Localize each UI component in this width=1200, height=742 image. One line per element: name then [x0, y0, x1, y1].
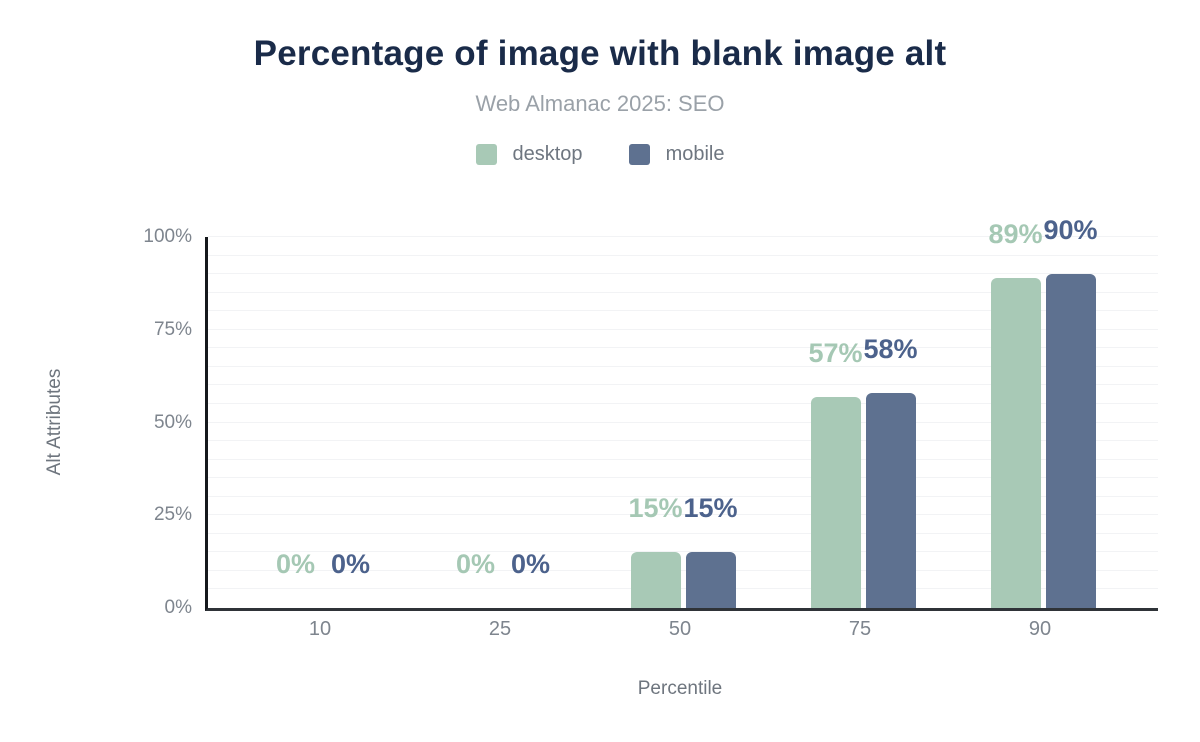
x-tick-label: 25 [488, 618, 512, 640]
bar-mobile-p50[interactable] [685, 552, 736, 608]
gridline [208, 365, 1158, 367]
bar-value-label-mobile-p75: 58% [863, 333, 918, 364]
bar-value-label-mobile-p50: 15% [683, 493, 738, 524]
legend-swatch-desktop [475, 144, 497, 165]
gridline [208, 384, 1158, 386]
gridline [208, 402, 1158, 404]
y-tick-label: 75% [153, 318, 192, 340]
gridline [208, 347, 1158, 349]
gridline [208, 551, 1158, 553]
bar-desktop-p50[interactable] [630, 552, 681, 608]
bar-value-label-mobile-p10: 0% [330, 549, 371, 579]
bar-value-label-desktop-p25: 0% [455, 549, 496, 579]
gridline [208, 421, 1158, 423]
bar-value-label-desktop-p75: 57% [808, 337, 863, 368]
bar-value-label-desktop-p10: 0% [275, 549, 316, 579]
legend-label-mobile: mobile [665, 143, 725, 165]
plot-area: 0% 0% 0% 0% 15% 15% 57% 58% 89% 90% [205, 217, 1158, 611]
gridline [208, 310, 1158, 312]
gridline [208, 477, 1158, 479]
x-tick-label: 90 [1028, 618, 1052, 640]
gridline [208, 532, 1158, 534]
y-tick-label: 0% [164, 597, 192, 618]
gridline [208, 236, 1158, 237]
x-tick-label: 75 [848, 618, 872, 640]
x-tick-label: 50 [668, 618, 692, 640]
gridline [208, 458, 1158, 460]
bar-value-label-desktop-p50: 15% [628, 493, 683, 524]
bar-desktop-p90[interactable] [990, 277, 1041, 608]
gridline [208, 291, 1158, 293]
chart-title: Percentage of image with blank image alt [253, 34, 947, 73]
x-tick-label: 10 [308, 618, 332, 640]
bar-mobile-p75[interactable] [865, 392, 916, 608]
gridline [208, 569, 1158, 571]
gridline [208, 440, 1158, 442]
legend-swatch-mobile [628, 144, 650, 165]
gridline [208, 588, 1158, 590]
gridline [208, 273, 1158, 275]
x-axis-title: Percentile [637, 678, 723, 699]
gridline [208, 514, 1158, 516]
bar-value-label-mobile-p90: 90% [1043, 215, 1098, 246]
gridline [208, 495, 1158, 497]
legend: desktop mobile [0, 143, 1200, 166]
bar-value-label-desktop-p90: 89% [988, 218, 1043, 249]
legend-item-desktop[interactable]: desktop [475, 143, 583, 166]
y-tick-label: 100% [143, 226, 192, 247]
legend-item-mobile[interactable]: mobile [628, 143, 725, 166]
bar-value-label-mobile-p25: 0% [510, 549, 551, 579]
gridline [208, 254, 1158, 256]
bar-mobile-p90[interactable] [1045, 274, 1096, 608]
gridline [208, 328, 1158, 330]
legend-label-desktop: desktop [512, 143, 583, 165]
y-tick-label: 50% [153, 411, 192, 433]
y-tick-label: 25% [153, 504, 192, 526]
chart-subtitle: Web Almanac 2025: SEO [475, 91, 725, 116]
bar-desktop-p75[interactable] [810, 396, 861, 608]
